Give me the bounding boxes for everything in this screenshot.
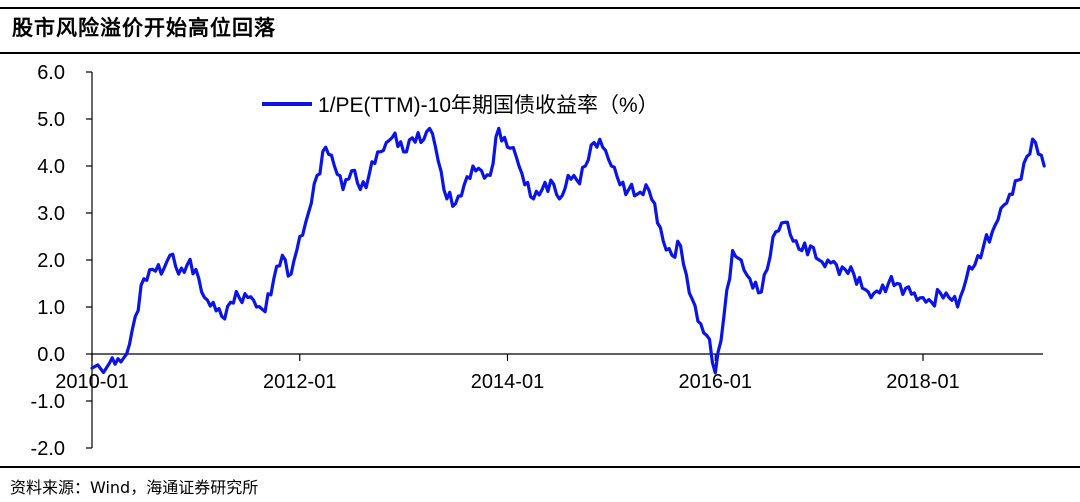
y-tick-label: 4.0	[37, 156, 65, 178]
y-tick-label: -1.0	[31, 391, 65, 413]
title-rule	[0, 52, 1080, 54]
y-tick-label: 5.0	[37, 109, 65, 131]
x-tick-label: 2014-01	[471, 371, 544, 393]
y-tick-label: 2.0	[37, 250, 65, 272]
bottom-rule	[0, 466, 1080, 468]
top-rule	[0, 7, 1080, 9]
legend-label: 1/PE(TTM)-10年期国债收益率（%）	[318, 94, 659, 117]
x-tick-label: 2012-01	[263, 371, 336, 393]
y-tick-label: 6.0	[37, 62, 65, 84]
x-tick-label: 2018-01	[886, 371, 959, 393]
y-tick-label: 0.0	[37, 344, 65, 366]
y-tick-label: 1.0	[37, 297, 65, 319]
x-tick-label: 2010-01	[55, 371, 128, 393]
series-line	[90, 126, 1046, 375]
x-tick-label: 2016-01	[679, 371, 752, 393]
y-tick-label: 3.0	[37, 203, 65, 225]
chart-title: 股市风险溢价开始高位回落	[12, 16, 276, 40]
y-tick-label: -2.0	[31, 438, 65, 460]
source-note: 资料来源：Wind，海通证券研究所	[10, 478, 259, 497]
